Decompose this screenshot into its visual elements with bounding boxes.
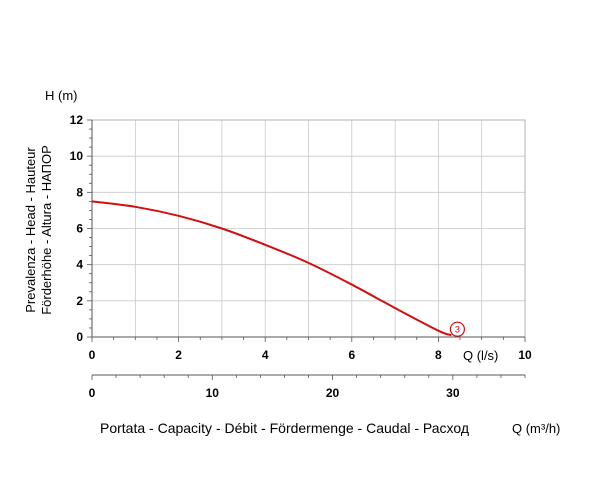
x-primary-tick-label: 6: [348, 348, 355, 362]
x-primary-tick-label: 4: [262, 348, 269, 362]
axes: 0 2 4 6 8 10 12 0 2 4 6 8 10 0 10 20 30: [70, 113, 532, 400]
y-tick-label: 12: [70, 113, 84, 127]
x-primary-tick-label: 8: [435, 348, 442, 362]
x-secondary-tick-label: 30: [446, 386, 460, 400]
y-tick-label: 2: [76, 294, 83, 308]
x-secondary-tick-label: 20: [326, 386, 340, 400]
y-axis-label-line-1: Prevalenza - Head - Hauteur: [23, 147, 38, 313]
curve-label: 3: [455, 325, 460, 335]
x-secondary-tick-label: 10: [206, 386, 220, 400]
series-layer: 3: [91, 200, 465, 337]
y-tick-label: 10: [70, 149, 84, 163]
y-axis-label-line-2: Förderhöhe - Altura - НАПОР: [39, 145, 54, 315]
x-primary-tick-label: 2: [175, 348, 182, 362]
y-unit-label: H (m): [45, 88, 78, 103]
x-primary-tick-label: 10: [518, 348, 532, 362]
grid: [92, 120, 525, 337]
x-secondary-unit-label: Q (m³/h): [512, 421, 560, 436]
x-secondary-tick-label: 0: [89, 386, 96, 400]
x-primary-unit-label: Q (l/s): [463, 348, 498, 363]
y-tick-label: 0: [76, 330, 83, 344]
curve-marker-badge: [449, 321, 465, 337]
y-tick-label: 8: [76, 185, 83, 199]
x-primary-tick-label: 0: [89, 348, 96, 362]
y-tick-label: 6: [76, 222, 83, 236]
x-axis-title: Portata - Capacity - Débit - Fördermenge…: [100, 420, 469, 436]
y-tick-label: 4: [76, 258, 83, 272]
curve-line: [91, 200, 452, 337]
